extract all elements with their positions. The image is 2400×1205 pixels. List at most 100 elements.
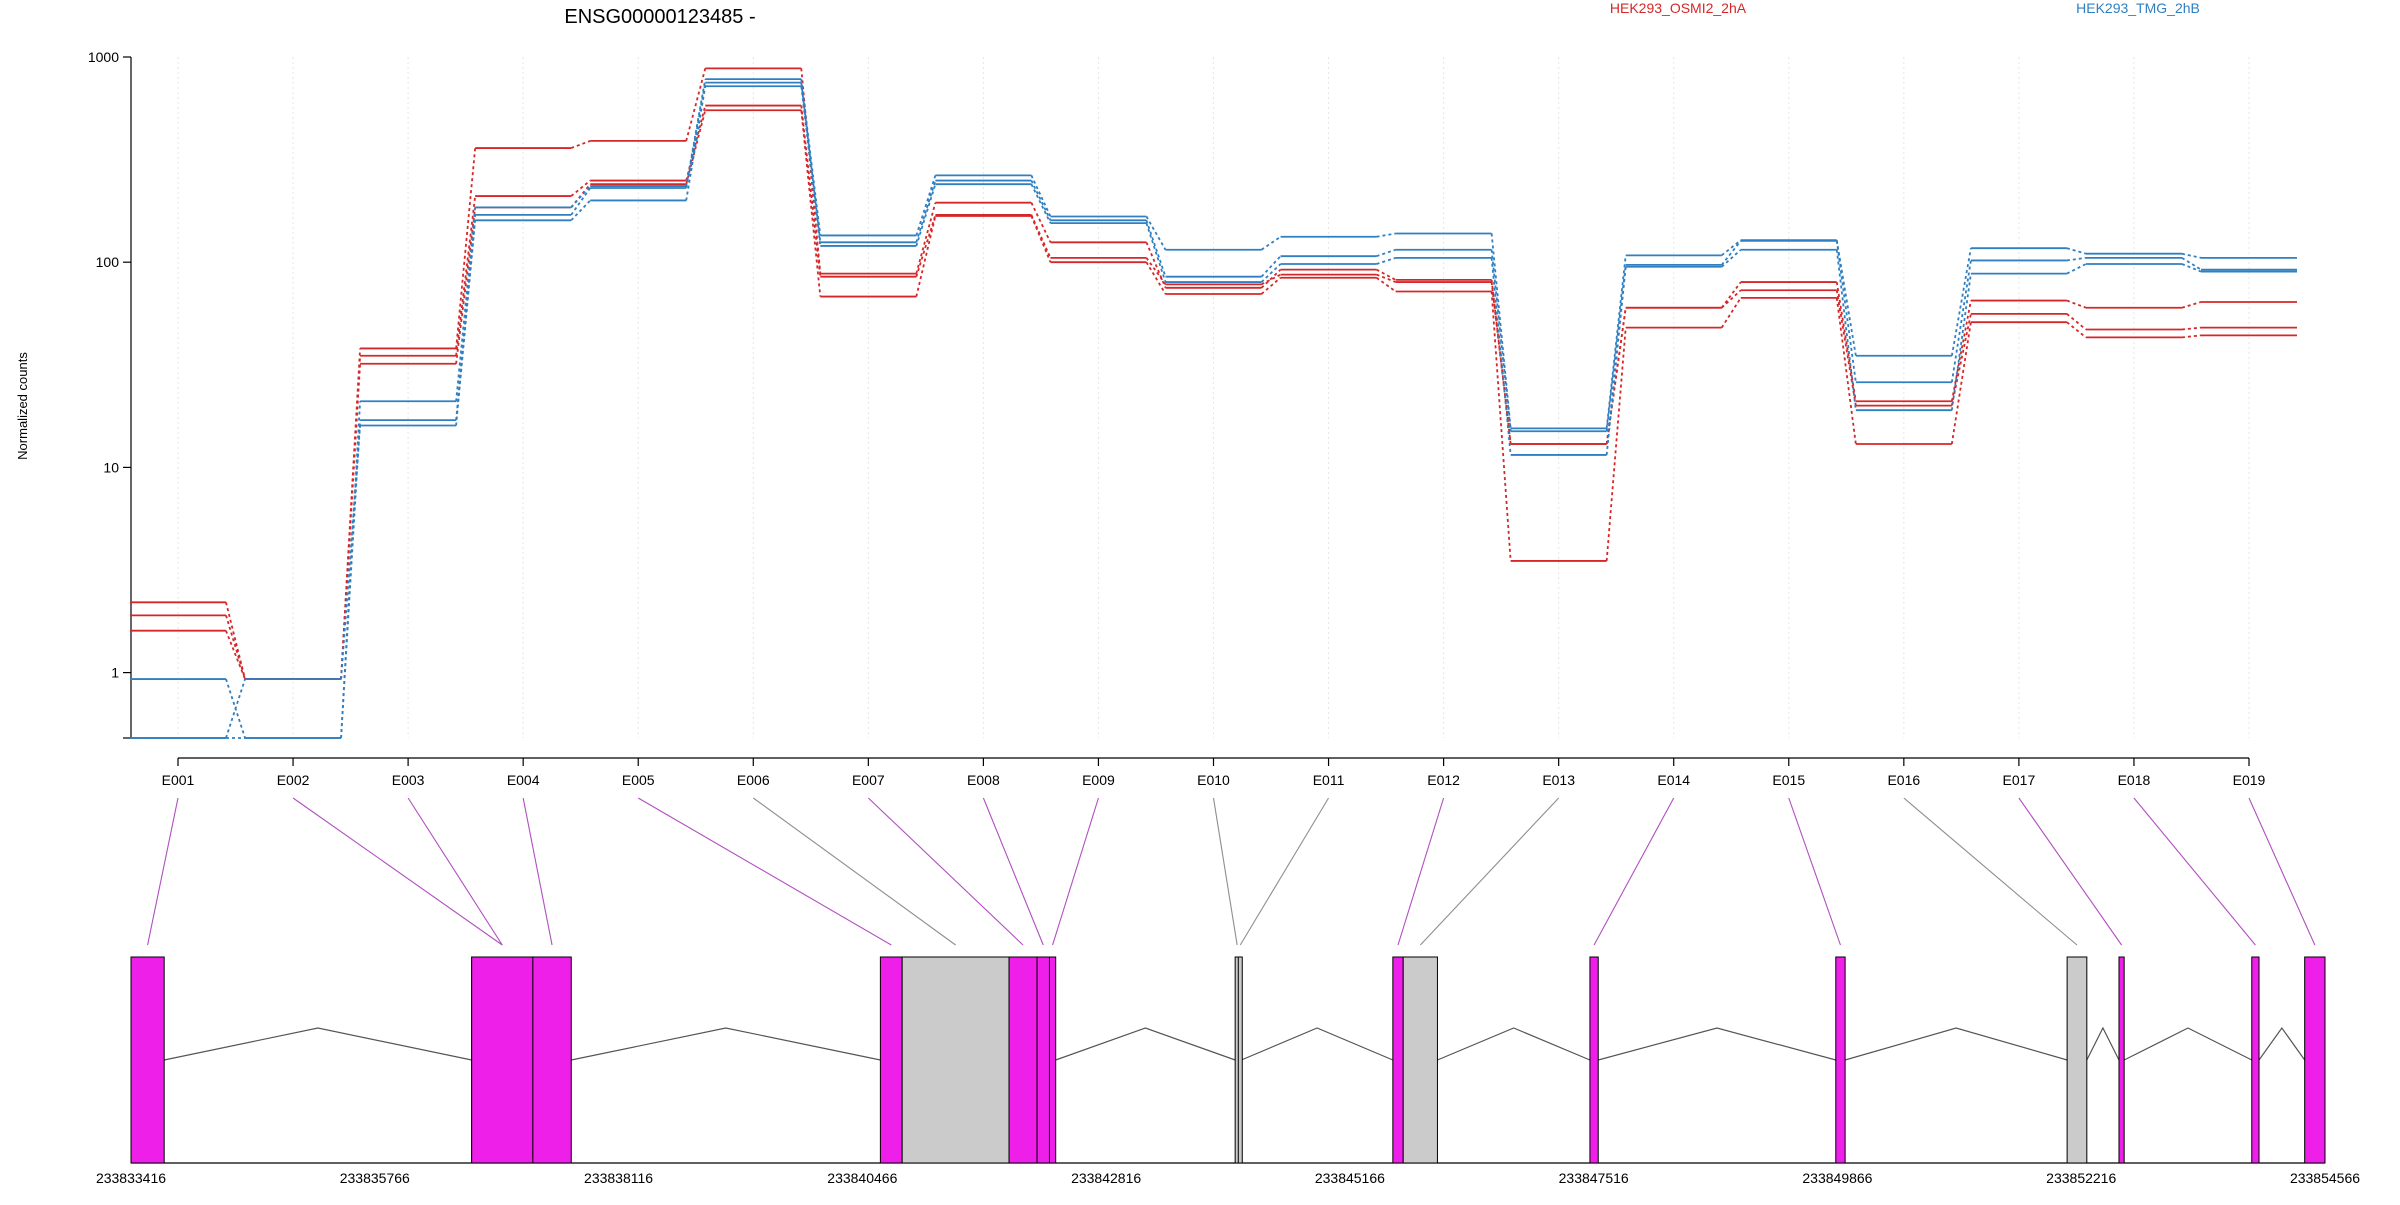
series-1-link-E014	[1721, 289, 1742, 309]
connector-E011	[1239, 797, 1330, 946]
series-5-link-E004	[570, 199, 591, 221]
series-5-link-E006	[800, 86, 822, 247]
connector-E009	[1052, 797, 1099, 946]
series-0-link-E009	[1145, 241, 1167, 289]
series-1-link-E007	[915, 214, 937, 277]
series-3-link-E016	[1950, 248, 1972, 356]
series-2-link-E010	[1260, 277, 1282, 295]
series-0-link-E001	[225, 602, 246, 680]
exon-E004	[532, 956, 572, 1164]
intron-4	[1241, 1027, 1394, 1061]
connector-E016	[1903, 797, 2078, 946]
legend-label-0: HEK293_OSMI2_2hA	[1610, 0, 1747, 16]
chart-title: ENSG00000123485 -	[564, 6, 755, 28]
series-2-link-E015	[1835, 297, 1857, 445]
coordinate-label-9: 233854566	[2290, 1170, 2360, 1186]
coordinate-label-2: 233838116	[584, 1170, 653, 1186]
series-2-link-E016	[1950, 322, 1972, 445]
exon-connectors	[147, 797, 2316, 946]
series-2-link-E003	[455, 207, 477, 364]
exon-E007	[1008, 956, 1038, 1164]
series-4-link-E009	[1145, 220, 1167, 277]
series-2-link-E002	[340, 363, 362, 680]
coordinate-label-4: 233842816	[1071, 1170, 1141, 1186]
y-tick-label-10: 10	[103, 459, 119, 475]
series-2-link-E008	[1030, 215, 1052, 263]
series-4-link-E008	[1030, 180, 1052, 221]
y-tick-label-1000: 1000	[88, 49, 119, 65]
series-0-link-E014	[1720, 281, 1742, 309]
series-3-link-E010	[1260, 236, 1282, 251]
series-1-link-E004	[570, 179, 591, 197]
connector-E004	[522, 797, 553, 946]
x-tick-label-E017: E017	[2003, 772, 2036, 788]
x-tick-label-E003: E003	[392, 772, 425, 788]
series-5-link-E016	[1950, 273, 1972, 411]
intron-8	[2086, 1026, 2120, 1061]
series-4-link-E007	[915, 180, 937, 243]
y-tick-label-1: 1	[111, 665, 119, 681]
series-1-link-E015	[1835, 290, 1857, 406]
x-tick-label-E010: E010	[1197, 772, 1230, 788]
series-5-link-E002	[340, 425, 362, 680]
grid-lines	[177, 57, 2250, 738]
series-3-link-E004	[570, 185, 591, 208]
y-axis-label: Normalized counts	[15, 352, 30, 460]
series-3-link-E008	[1030, 174, 1052, 217]
series-2-link-E007	[915, 215, 937, 297]
connector-E017	[2018, 797, 2123, 946]
series-2-link-E004	[570, 183, 591, 208]
x-tick-label-E018: E018	[2118, 772, 2151, 788]
series-3-link-E009	[1145, 216, 1167, 251]
connector-E015	[1788, 797, 1841, 946]
coordinate-label-8: 233852216	[2046, 1170, 2116, 1186]
exon-E015	[1835, 956, 1846, 1164]
connector-E018	[2133, 797, 2256, 946]
series-0-link-E016	[1950, 300, 1972, 402]
x-tick-label-E015: E015	[1772, 772, 1805, 788]
series-2-link-E011	[1376, 277, 1397, 293]
series-3-link-E006	[800, 79, 822, 236]
series-3-link-E014	[1721, 239, 1742, 257]
y-tick-label-100: 100	[96, 254, 120, 270]
x-tick-label-E002: E002	[277, 772, 310, 788]
x-tick-label-E014: E014	[1657, 772, 1690, 788]
intron-10	[2258, 1026, 2306, 1061]
series-0-link-E008	[1030, 202, 1052, 243]
series-5-link-E003	[455, 220, 477, 426]
coordinate-label-0: 233833416	[96, 1170, 166, 1186]
coordinate-label-7: 233849866	[1802, 1170, 1872, 1186]
series-5-link-E014	[1721, 249, 1742, 268]
legend-label-1: HEK293_TMG_2hB	[2076, 0, 2200, 16]
coordinate-label-6: 233847516	[1559, 1170, 1629, 1186]
intron-1	[164, 1027, 472, 1061]
connector-E014	[1593, 797, 1675, 946]
connector-E001	[147, 797, 179, 946]
series-4-link-E014	[1721, 240, 1742, 266]
series-0-link-E011	[1376, 268, 1397, 281]
x-tick-label-E006: E006	[737, 772, 770, 788]
series-5-link-E010	[1260, 263, 1282, 283]
connector-E013	[1419, 797, 1560, 946]
connector-E010	[1212, 797, 1238, 946]
x-tick-label-E001: E001	[162, 772, 195, 788]
series-1-link-E006	[800, 105, 822, 277]
intron-5	[1437, 1027, 1591, 1061]
series-3-link-E007	[915, 175, 937, 236]
intron-6	[1598, 1027, 1836, 1061]
series-4-link-E006	[800, 82, 822, 243]
intron-9	[2123, 1027, 2253, 1061]
series-5-link-E005	[685, 86, 707, 201]
x-tick-label-E011: E011	[1313, 772, 1345, 788]
axes: E001 E002 E003 E004 E005 E006 E007 E008 E009 E010…	[88, 49, 2266, 788]
series-0-link-E007	[915, 202, 937, 274]
exon-E011	[1237, 956, 1243, 1164]
series-3-link-E013	[1605, 255, 1627, 429]
exon-E013	[1402, 956, 1438, 1164]
series-5-link-E007	[915, 183, 937, 247]
x-tick-label-E012: E012	[1427, 772, 1460, 788]
intron-3	[1055, 1027, 1236, 1061]
connector-E005	[637, 797, 892, 946]
exon-E003	[471, 956, 534, 1164]
